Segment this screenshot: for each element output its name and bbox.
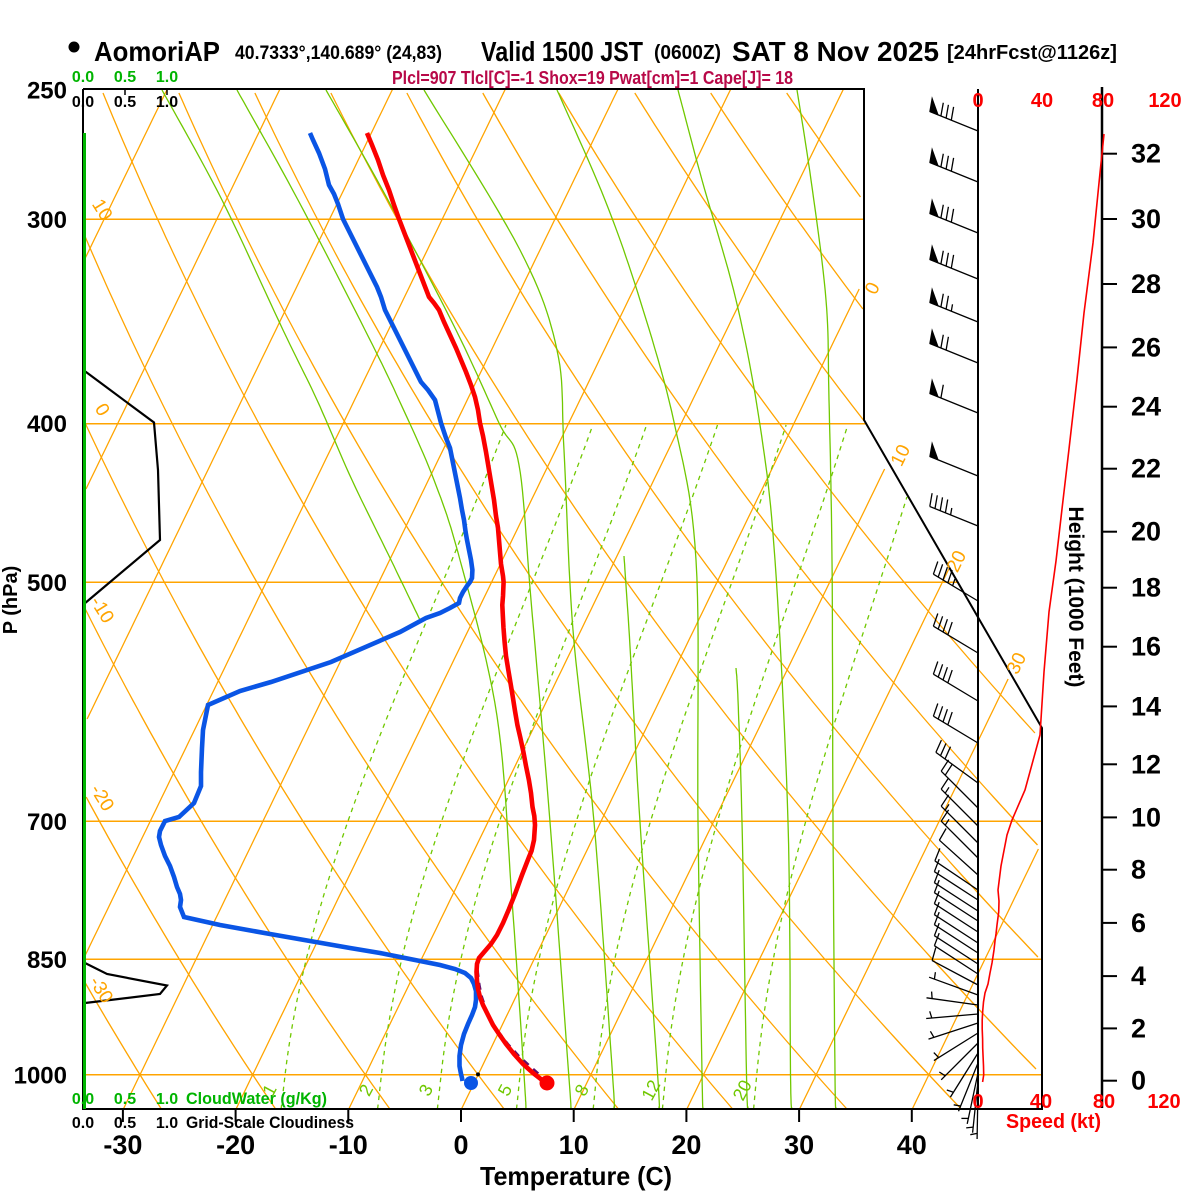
svg-text:250: 250	[27, 77, 67, 104]
svg-text:AomoriAP: AomoriAP	[94, 36, 220, 67]
svg-text:20: 20	[1131, 517, 1161, 547]
svg-text:40: 40	[1030, 1091, 1052, 1113]
svg-text:12: 12	[1131, 749, 1161, 779]
svg-text:1000: 1000	[14, 1062, 67, 1089]
svg-text:Speed (kt): Speed (kt)	[1006, 1111, 1101, 1133]
svg-text:0.0: 0.0	[72, 1115, 94, 1132]
svg-text:P (hPa): P (hPa)	[0, 566, 22, 635]
svg-text:8: 8	[1131, 855, 1146, 885]
svg-text:0.5: 0.5	[114, 94, 136, 111]
svg-text:10: 10	[559, 1130, 589, 1160]
svg-text:0: 0	[453, 1130, 468, 1160]
svg-text:0: 0	[972, 90, 983, 112]
svg-text:SAT 8 Nov 2025: SAT 8 Nov 2025	[732, 36, 939, 67]
svg-text:0: 0	[972, 1091, 983, 1113]
svg-text:Grid-Scale Cloudiness: Grid-Scale Cloudiness	[186, 1113, 354, 1132]
svg-text:0.0: 0.0	[72, 69, 94, 86]
svg-text:26: 26	[1131, 332, 1161, 362]
svg-text:28: 28	[1131, 269, 1161, 299]
svg-text:CloudWater (g/Kg): CloudWater (g/Kg)	[186, 1089, 327, 1108]
svg-text:120: 120	[1148, 90, 1181, 112]
svg-text:18: 18	[1131, 573, 1161, 603]
svg-text:400: 400	[27, 411, 67, 438]
svg-text:0.0: 0.0	[72, 1091, 94, 1108]
svg-text:0.0: 0.0	[72, 94, 94, 111]
svg-text:-10: -10	[329, 1130, 368, 1160]
svg-text:Plcl=907 Tlcl[C]=-1 Shox=19 Pw: Plcl=907 Tlcl[C]=-1 Shox=19 Pwat[cm]=1 C…	[392, 68, 793, 88]
svg-text:10: 10	[1131, 802, 1161, 832]
svg-text:0.5: 0.5	[114, 1091, 136, 1108]
svg-text:2: 2	[1131, 1013, 1146, 1043]
svg-text:30: 30	[1131, 204, 1161, 234]
svg-text:(0600Z): (0600Z)	[654, 42, 721, 64]
svg-text:14: 14	[1131, 691, 1161, 721]
svg-text:20: 20	[671, 1130, 701, 1160]
svg-text:40: 40	[1031, 90, 1053, 112]
svg-text:Valid 1500 JST: Valid 1500 JST	[481, 36, 643, 67]
svg-text:30: 30	[784, 1130, 814, 1160]
svg-text:[24hrFcst@1126z]: [24hrFcst@1126z]	[947, 42, 1117, 64]
svg-text:80: 80	[1092, 90, 1114, 112]
svg-text:1.0: 1.0	[156, 1115, 178, 1132]
svg-text:120: 120	[1147, 1091, 1180, 1113]
svg-text:40: 40	[897, 1130, 927, 1160]
svg-text:-30: -30	[103, 1130, 142, 1160]
svg-text:40.7333°,140.689° (24,83): 40.7333°,140.689° (24,83)	[235, 43, 442, 64]
svg-text:16: 16	[1131, 632, 1161, 662]
svg-text:1.0: 1.0	[156, 1091, 178, 1108]
svg-text:32: 32	[1131, 139, 1161, 169]
svg-text:300: 300	[27, 207, 67, 234]
svg-text:4: 4	[1131, 961, 1146, 991]
svg-text:Temperature (C): Temperature (C)	[480, 1161, 672, 1191]
svg-text:850: 850	[27, 947, 67, 974]
svg-text:0: 0	[1131, 1066, 1146, 1096]
svg-text:-20: -20	[216, 1130, 255, 1160]
svg-text:500: 500	[27, 570, 67, 597]
svg-text:0.5: 0.5	[114, 1115, 136, 1132]
svg-text:Height (1000 Feet): Height (1000 Feet)	[1064, 507, 1087, 688]
svg-text:24: 24	[1131, 392, 1161, 422]
svg-text:0.5: 0.5	[114, 69, 136, 86]
svg-text:1.0: 1.0	[156, 94, 178, 111]
svg-text:700: 700	[27, 809, 67, 836]
svg-text:6: 6	[1131, 908, 1146, 938]
svg-text:1.0: 1.0	[156, 69, 178, 86]
svg-text:22: 22	[1131, 454, 1161, 484]
svg-text:80: 80	[1093, 1091, 1115, 1113]
